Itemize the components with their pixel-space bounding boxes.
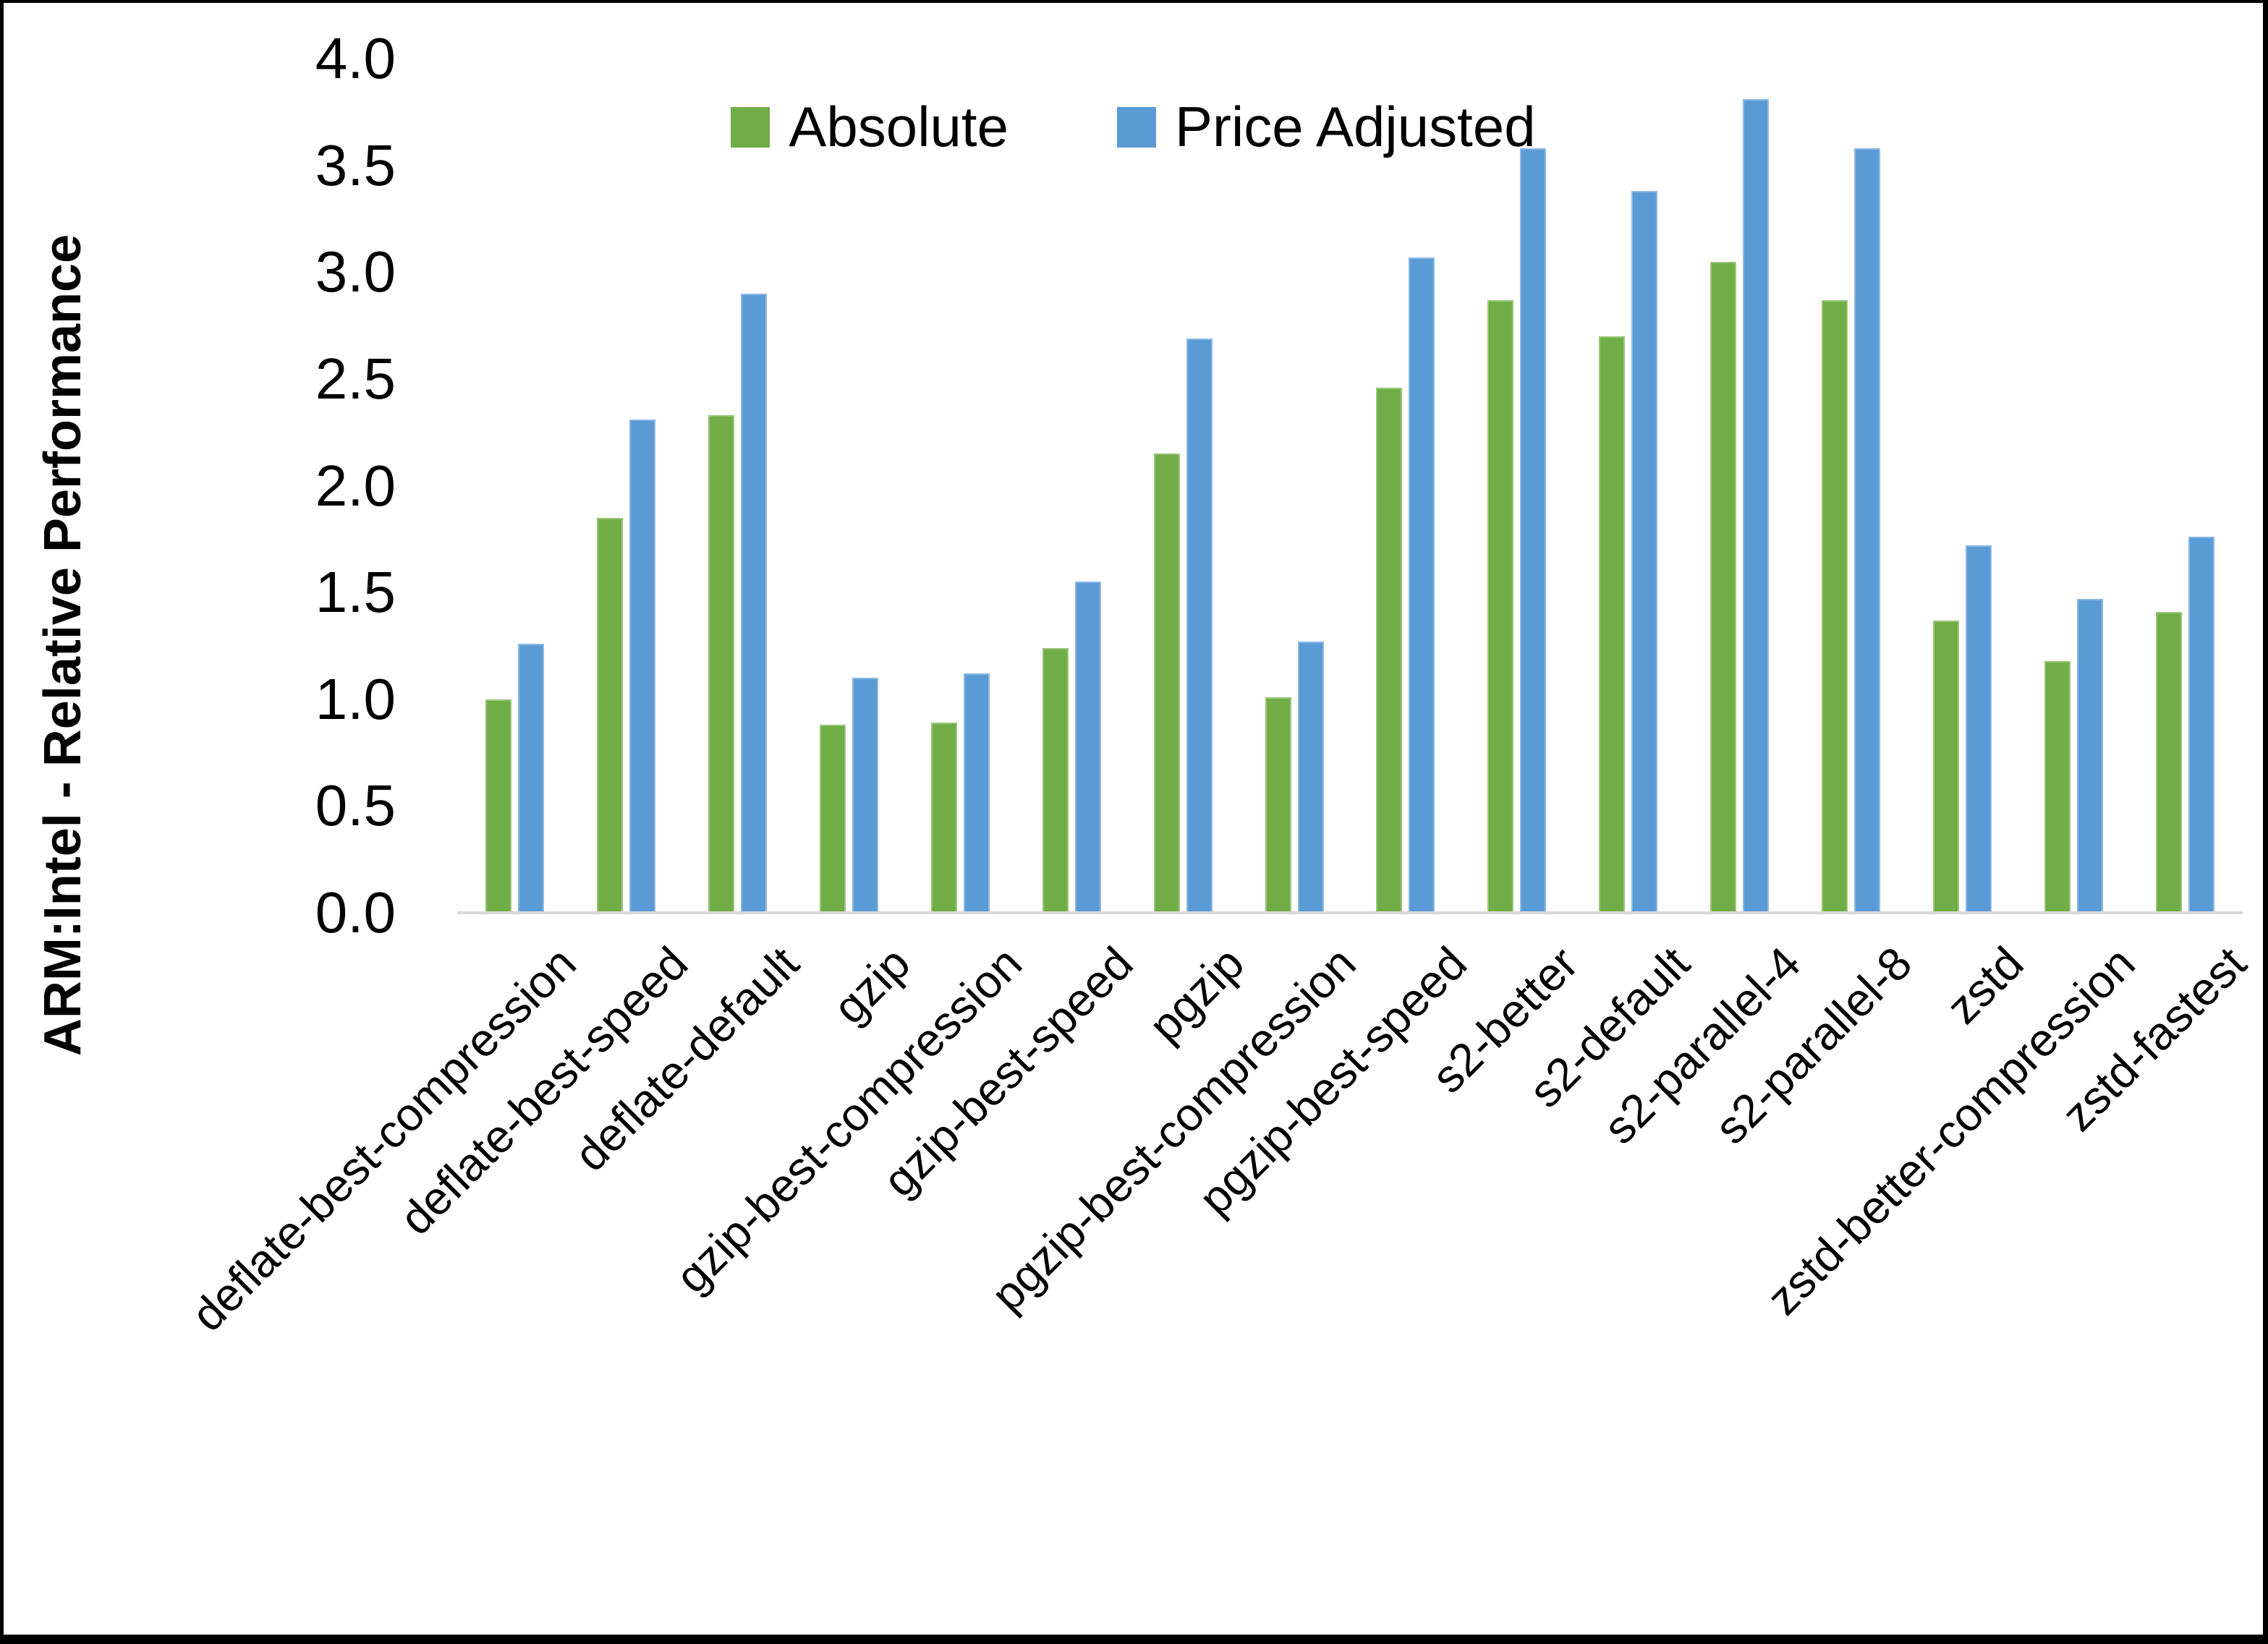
- bar-group: [1239, 59, 1350, 913]
- bar-absolute: [1153, 453, 1180, 913]
- bar-group: [2018, 59, 2129, 913]
- bar-price-adjusted: [2076, 598, 2103, 913]
- bar-group: [1350, 59, 1461, 913]
- bar-group: [1684, 59, 1796, 913]
- bar-price-adjusted: [1186, 338, 1212, 913]
- legend-label-absolute: Absolute: [789, 95, 1008, 158]
- legend-swatch-absolute-icon: [731, 106, 770, 148]
- bar-group: [2129, 59, 2241, 913]
- bar-group: [1573, 59, 1684, 913]
- y-tick-label: 0.5: [315, 773, 396, 838]
- bar-price-adjusted: [1074, 582, 1101, 913]
- y-tick-label: 3.0: [315, 239, 396, 304]
- bar-price-adjusted: [2188, 537, 2214, 913]
- x-category-label: gzip: [823, 937, 920, 1034]
- bar-price-adjusted: [741, 293, 768, 913]
- bar-absolute: [1376, 387, 1403, 913]
- bar-price-adjusted: [1409, 257, 1435, 913]
- bar-absolute: [485, 699, 512, 913]
- bar-absolute: [2044, 660, 2070, 913]
- bar-absolute: [930, 723, 957, 913]
- bar-absolute: [1710, 261, 1737, 913]
- legend-label-price-adjusted: Price Adjusted: [1174, 95, 1536, 158]
- legend: Absolute Price Adjusted: [4, 94, 2263, 160]
- bar-group: [571, 59, 682, 913]
- bar-absolute: [1487, 299, 1514, 913]
- bar-price-adjusted: [1743, 99, 1770, 913]
- y-axis-title: ARM:Intel - Relative Performance: [34, 234, 92, 1057]
- y-tick-label: 0.0: [315, 880, 396, 945]
- bar-price-adjusted: [518, 644, 545, 913]
- bar-price-adjusted: [1520, 148, 1547, 913]
- bar-group: [1796, 59, 1907, 913]
- bar-group: [1906, 59, 2018, 913]
- bar-price-adjusted: [629, 419, 656, 913]
- y-tick-label: 1.5: [315, 560, 396, 625]
- bar-price-adjusted: [1297, 642, 1324, 913]
- bar-price-adjusted: [1853, 148, 1880, 913]
- bar-absolute: [820, 725, 846, 913]
- bar-group: [459, 59, 571, 913]
- y-tick-labels: 0.0 0.5 1.0 1.5 2.0 2.5 3.0 3.5 4.0: [206, 30, 396, 942]
- bar-price-adjusted: [963, 673, 990, 913]
- x-category-labels: deflate-best-compression deflate-best-spe…: [182, 937, 2256, 1341]
- x-category-label: zstd: [1936, 937, 2034, 1034]
- y-tick-label: 2.5: [315, 346, 396, 411]
- bar-absolute: [2155, 611, 2182, 913]
- bar-group: [905, 59, 1016, 913]
- bar-group: [794, 59, 905, 913]
- bar-absolute: [1265, 697, 1291, 913]
- x-axis-line: [457, 911, 2243, 914]
- bar-group: [1461, 59, 1573, 913]
- bar-absolute: [708, 415, 735, 913]
- legend-item-absolute: Absolute: [731, 94, 1008, 160]
- legend-swatch-price-adjusted-icon: [1116, 106, 1156, 148]
- bar-absolute: [1599, 336, 1626, 913]
- bar-group: [682, 59, 794, 913]
- y-tick-label: 2.0: [315, 453, 396, 518]
- bar-price-adjusted: [1965, 545, 1992, 913]
- plot-area: [459, 59, 2241, 913]
- bar-absolute: [1932, 620, 1959, 913]
- bar-price-adjusted: [852, 678, 879, 913]
- y-tick-label: 4.0: [315, 26, 396, 90]
- bar-price-adjusted: [1631, 191, 1658, 913]
- bar-group: [1016, 59, 1127, 913]
- bar-absolute: [597, 517, 624, 913]
- legend-item-price-adjusted: Price Adjusted: [1116, 94, 1536, 160]
- y-tick-label: 1.0: [315, 666, 396, 731]
- bar-group: [1127, 59, 1239, 913]
- y-tick-label: 3.5: [315, 132, 396, 197]
- bar-absolute: [1821, 299, 1848, 913]
- bar-absolute: [1042, 647, 1069, 913]
